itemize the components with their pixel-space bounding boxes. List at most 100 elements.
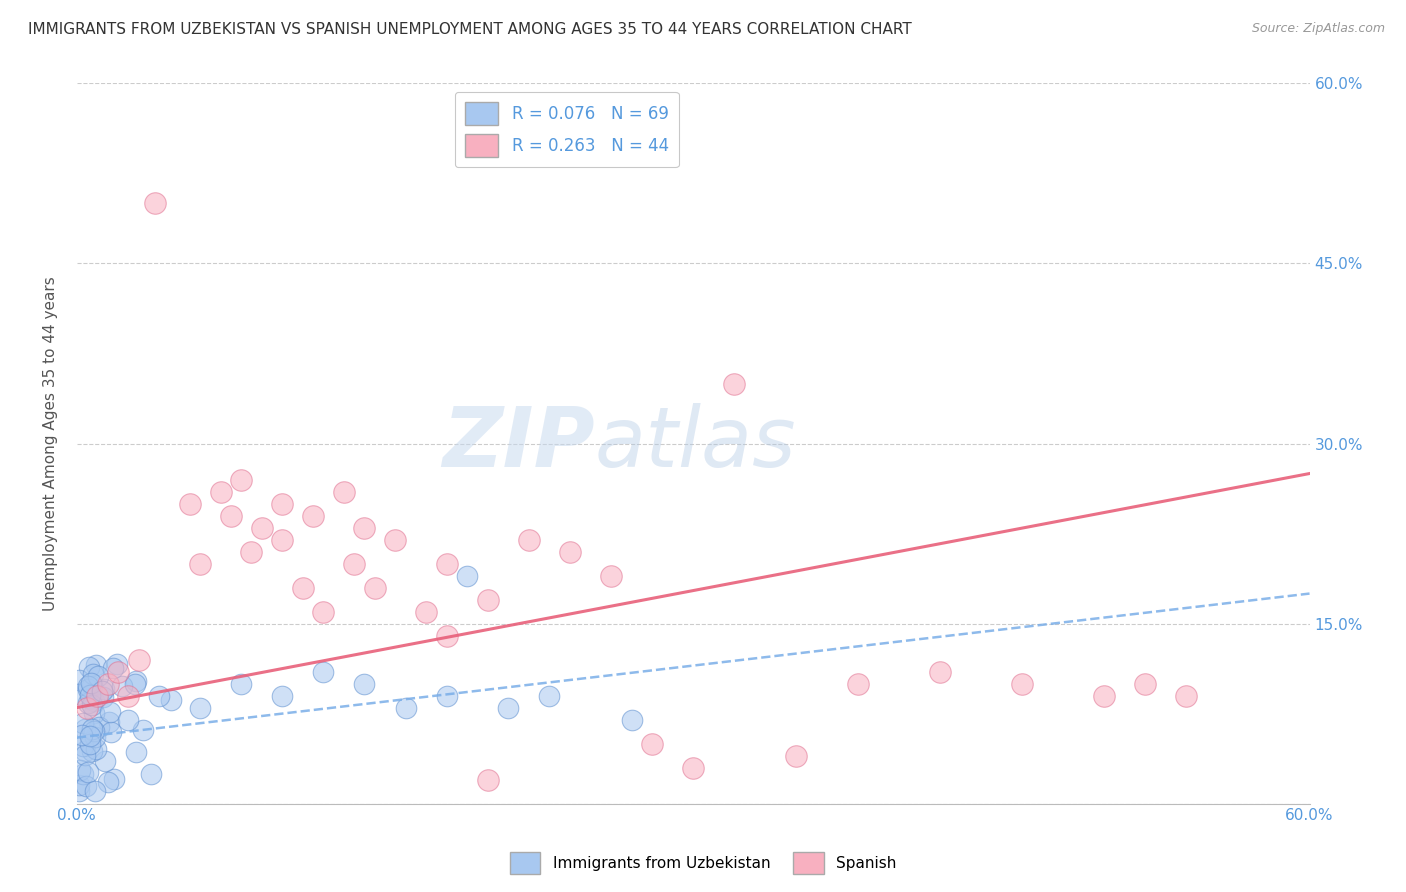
- Point: [97, 715, 120, 730]
- Point: [250, 520, 273, 534]
- Point: [415, 605, 437, 619]
- Point: [79, 729, 101, 743]
- Text: Source: ZipAtlas.com: Source: ZipAtlas.com: [1251, 22, 1385, 36]
- Point: [77, 681, 100, 696]
- Point: [143, 196, 166, 211]
- Point: [271, 533, 294, 547]
- Point: [132, 723, 155, 738]
- Point: [620, 713, 643, 727]
- Point: [82, 680, 104, 694]
- Point: [97, 775, 120, 789]
- Point: [538, 689, 561, 703]
- Point: [291, 581, 314, 595]
- Text: ZIP: ZIP: [441, 403, 595, 484]
- Point: [76, 680, 98, 694]
- Point: [79, 689, 101, 703]
- Text: IMMIGRANTS FROM UZBEKISTAN VS SPANISH UNEMPLOYMENT AMONG AGES 35 TO 44 YEARS COR: IMMIGRANTS FROM UZBEKISTAN VS SPANISH UN…: [28, 22, 912, 37]
- Point: [79, 676, 101, 690]
- Point: [93, 682, 115, 697]
- Point: [72, 767, 94, 781]
- Point: [111, 679, 134, 693]
- Point: [477, 592, 499, 607]
- Point: [84, 658, 107, 673]
- Point: [90, 684, 112, 698]
- Point: [139, 766, 162, 780]
- Point: [148, 689, 170, 703]
- Point: [77, 765, 100, 780]
- Point: [80, 690, 103, 705]
- Point: [436, 557, 458, 571]
- Point: [91, 690, 114, 704]
- Point: [456, 568, 478, 582]
- Point: [271, 497, 294, 511]
- Point: [600, 568, 623, 582]
- Point: [271, 689, 294, 703]
- Point: [353, 520, 375, 534]
- Point: [1011, 676, 1033, 690]
- Point: [105, 657, 128, 672]
- Point: [209, 484, 232, 499]
- Point: [364, 581, 387, 595]
- Legend: Immigrants from Uzbekistan, Spanish: Immigrants from Uzbekistan, Spanish: [503, 846, 903, 880]
- Point: [76, 700, 98, 714]
- Point: [86, 741, 108, 756]
- Point: [73, 748, 96, 763]
- Point: [70, 728, 93, 742]
- Point: [558, 544, 581, 558]
- Point: [498, 700, 520, 714]
- Point: [67, 784, 90, 798]
- Point: [231, 473, 253, 487]
- Point: [179, 497, 201, 511]
- Point: [72, 739, 94, 754]
- Point: [80, 698, 103, 712]
- Point: [89, 721, 111, 735]
- Point: [77, 660, 100, 674]
- Point: [785, 748, 807, 763]
- Point: [117, 689, 139, 703]
- Point: [436, 629, 458, 643]
- Point: [94, 754, 117, 768]
- Point: [128, 652, 150, 666]
- Point: [682, 761, 704, 775]
- Point: [333, 484, 356, 499]
- Point: [312, 605, 335, 619]
- Point: [353, 676, 375, 690]
- Point: [928, 665, 950, 679]
- Point: [101, 660, 124, 674]
- Point: [1092, 689, 1115, 703]
- Legend: R = 0.076   N = 69, R = 0.263   N = 44: R = 0.076 N = 69, R = 0.263 N = 44: [456, 92, 679, 168]
- Point: [72, 715, 94, 730]
- Point: [231, 676, 253, 690]
- Point: [87, 669, 110, 683]
- Point: [394, 700, 416, 714]
- Point: [477, 772, 499, 787]
- Point: [188, 557, 211, 571]
- Point: [82, 667, 104, 681]
- Point: [312, 665, 335, 679]
- Point: [75, 723, 97, 737]
- Point: [124, 677, 146, 691]
- Text: atlas: atlas: [595, 403, 796, 484]
- Point: [83, 723, 105, 738]
- Point: [125, 673, 148, 688]
- Point: [117, 713, 139, 727]
- Point: [66, 687, 89, 701]
- Point: [1133, 676, 1156, 690]
- Point: [219, 508, 242, 523]
- Point: [83, 706, 105, 721]
- Point: [97, 676, 120, 690]
- Point: [846, 676, 869, 690]
- Point: [125, 745, 148, 759]
- Y-axis label: Unemployment Among Ages 35 to 44 years: Unemployment Among Ages 35 to 44 years: [44, 277, 58, 611]
- Point: [384, 533, 406, 547]
- Point: [436, 689, 458, 703]
- Point: [84, 783, 107, 797]
- Point: [77, 696, 100, 710]
- Point: [107, 665, 129, 679]
- Point: [80, 722, 103, 736]
- Point: [86, 689, 108, 703]
- Point: [69, 763, 91, 777]
- Point: [343, 557, 366, 571]
- Point: [641, 737, 664, 751]
- Point: [100, 725, 122, 739]
